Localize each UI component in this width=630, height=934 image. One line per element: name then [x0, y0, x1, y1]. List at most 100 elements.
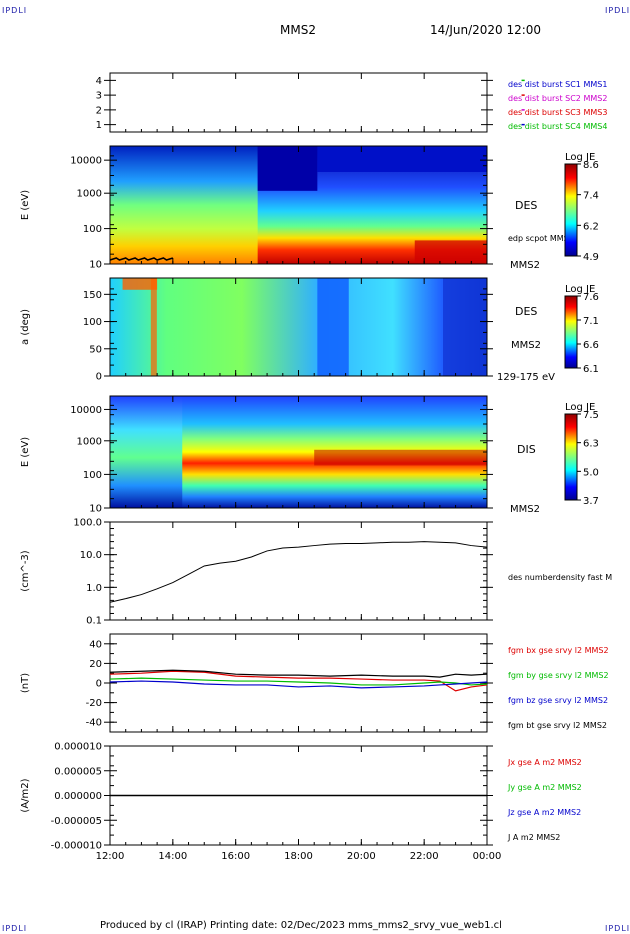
right-label: fgm by gse srvy l2 MMS2: [508, 671, 609, 680]
y-tick-label: 1.0: [86, 583, 102, 594]
dis-energy-peak-band: [314, 449, 487, 466]
pitch-angle-hot-stripe: [150, 278, 157, 376]
y-tick-label: 100.0: [73, 518, 102, 529]
y-tick-label: 0.000010: [54, 742, 102, 753]
colorbar-title: Log JE: [565, 284, 595, 295]
pitch-angle-hot-spot: [122, 278, 158, 290]
y-tick-label: 1: [96, 120, 102, 131]
y-tick-label: 0: [96, 372, 102, 383]
field-series-line: [109, 677, 488, 686]
y-tick-label: 1000: [77, 189, 102, 200]
y-tick-label: 40: [89, 639, 102, 650]
scpot-line: [109, 257, 174, 261]
x-tick-label: 00:00: [473, 851, 502, 862]
y-tick-label: -20: [86, 698, 102, 709]
right-label: des dist burst SC3 MMS3: [508, 108, 607, 117]
right-label: MMS2: [511, 340, 541, 351]
y-tick-label: 0.000005: [54, 766, 102, 777]
y-tick-label: 4: [96, 76, 102, 87]
density-frame: [109, 521, 488, 621]
right-label: DIS: [517, 443, 536, 456]
right-label: 129-175 eV: [497, 372, 555, 383]
right-label: Jy gse A m2 MMS2: [507, 783, 582, 792]
burst-panel-frame: [109, 72, 488, 133]
corner-mark-top-right: IPDLI: [605, 6, 630, 15]
des-energy-low-flux-block: [257, 146, 318, 191]
colorbar-tick-label: 7.1: [583, 316, 599, 327]
des-pitch-angle-spectrogram: [110, 278, 487, 376]
colorbar-tick-label: 6.1: [583, 364, 599, 375]
colorbar-tick-label: 8.6: [583, 160, 599, 171]
colorbar-tick-label: 6.3: [583, 439, 599, 450]
right-label: fgm bx gse srvy l2 MMS2: [508, 646, 609, 655]
colorbar-title: Log JE: [565, 402, 595, 413]
dis-energy-early-interval: [110, 396, 183, 508]
right-label: edp scpot MMS2: [508, 234, 574, 243]
right-label: des dist burst SC1 MMS1: [508, 80, 607, 89]
colorbar-tick-label: 4.9: [583, 252, 599, 263]
des-energy-high-band: [317, 146, 487, 172]
footer-text: Produced by cl (IRAP) Printing date: 02/…: [100, 920, 502, 931]
right-label: Jx gse A m2 MMS2: [507, 758, 582, 767]
y-tick-label: 3: [96, 91, 102, 102]
density-line: [109, 541, 488, 603]
y-tick-label: 150: [83, 290, 102, 301]
colorbar-tick-label: 7.4: [583, 191, 599, 202]
y-tick-label: 100: [83, 224, 102, 235]
right-label: Jz gse A m2 MMS2: [507, 808, 581, 817]
y-tick-label: 10.0: [80, 550, 102, 561]
y-axis-label: a (deg): [20, 309, 31, 345]
corner-mark-top-left: IPDLI: [2, 6, 28, 15]
right-label: DES: [515, 305, 537, 318]
right-label: MMS2: [510, 260, 540, 271]
colorbar-title: Log JE: [565, 152, 595, 163]
colorbar-tick-label: 6.6: [583, 340, 599, 351]
y-tick-label: 10000: [70, 405, 102, 416]
y-tick-label: -0.000005: [51, 816, 102, 827]
y-tick-label: -40: [86, 718, 102, 729]
right-label: fgm bt gse srvy l2 MMS2: [508, 721, 607, 730]
y-axis-label: (nT): [20, 673, 31, 693]
y-tick-label: 10000: [70, 156, 102, 167]
right-label: des numberdensity fast M: [508, 573, 612, 582]
corner-mark-bottom-right: IPDLI: [605, 924, 630, 933]
right-label: J A m2 MMS2: [507, 833, 560, 842]
colorbar-tick-label: 3.7: [583, 496, 599, 507]
des-energy-hot-band: [414, 240, 487, 262]
y-tick-label: 0.000000: [54, 791, 102, 802]
y-axis-label: (A/m2): [20, 778, 31, 812]
y-tick-label: 0.1: [86, 616, 102, 627]
x-tick-label: 20:00: [347, 851, 376, 862]
x-tick-label: 22:00: [410, 851, 439, 862]
des-energy-early-interval: [110, 146, 258, 264]
plot-title: MMS2: [280, 23, 316, 37]
x-tick-label: 18:00: [284, 851, 313, 862]
y-tick-label: -0.000010: [51, 841, 102, 852]
x-tick-label: 16:00: [221, 851, 250, 862]
y-tick-label: 10: [89, 504, 102, 515]
plot-datetime: 14/Jun/2020 12:00: [430, 23, 542, 37]
colorbar: [564, 413, 578, 501]
y-tick-label: 100: [83, 317, 102, 328]
pitch-angle-blue-interval: [317, 278, 349, 376]
y-tick-label: 10: [89, 260, 102, 271]
field-series-line: [109, 669, 488, 678]
right-label: DES: [515, 199, 537, 212]
y-tick-label: 2: [96, 105, 102, 116]
x-tick-label: 12:00: [96, 851, 125, 862]
y-tick-label: 1000: [77, 436, 102, 447]
colorbar-tick-label: 5.0: [583, 467, 599, 478]
right-label: fgm bz gse srvy l2 MMS2: [508, 696, 608, 705]
right-label: MMS2: [510, 504, 540, 515]
colorbar-tick-label: 6.2: [583, 221, 599, 232]
colorbar-tick-label: 7.5: [583, 410, 599, 421]
field-series-line: [109, 670, 488, 692]
y-tick-label: 0: [96, 679, 102, 690]
y-axis-label: E (eV): [20, 437, 31, 467]
corner-mark-bottom-left: IPDLI: [2, 924, 28, 933]
y-tick-label: 100: [83, 470, 102, 481]
y-tick-label: 50: [89, 344, 102, 355]
right-label: des dist burst SC4 MMS4: [508, 122, 607, 131]
colorbar: [564, 163, 578, 257]
